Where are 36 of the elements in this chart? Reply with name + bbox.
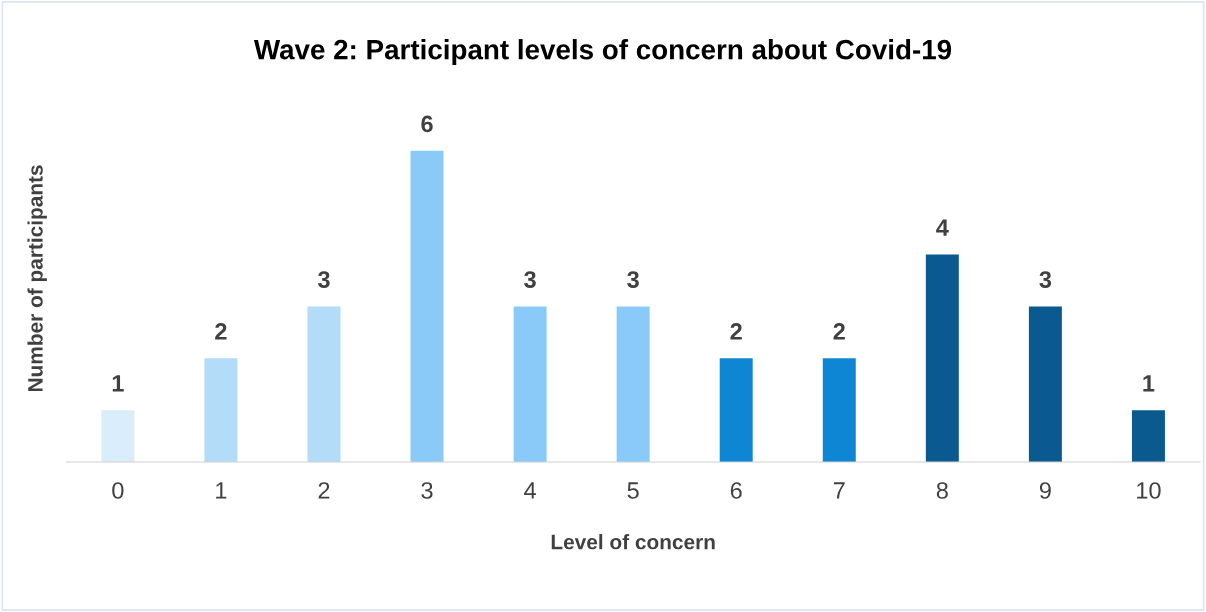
data-label: 2 xyxy=(730,323,742,340)
bar xyxy=(1028,306,1062,463)
x-tick-label: 1 xyxy=(216,482,227,499)
bar xyxy=(925,254,959,463)
bar xyxy=(513,306,547,463)
bar xyxy=(616,306,650,463)
data-label: 3 xyxy=(524,271,536,288)
bar xyxy=(101,410,135,463)
bar xyxy=(822,358,856,463)
y-axis-title: Number of participants xyxy=(27,165,47,392)
data-label: 1 xyxy=(1143,375,1155,392)
x-tick-label: 8 xyxy=(936,482,948,499)
x-tick-label: 2 xyxy=(318,482,330,499)
data-label: 4 xyxy=(936,219,949,236)
data-label: 6 xyxy=(421,115,433,133)
data-label: 3 xyxy=(627,271,639,288)
x-tick-label: 7 xyxy=(833,482,845,499)
bar xyxy=(719,358,753,463)
x-axis-title: Level of concern xyxy=(551,534,715,550)
data-label: 3 xyxy=(317,271,330,288)
data-label: 2 xyxy=(215,323,227,340)
x-tick-label: 0 xyxy=(112,482,124,499)
bar xyxy=(410,150,444,463)
x-tick-label: 9 xyxy=(1039,482,1051,499)
x-tick-label: 6 xyxy=(730,482,742,499)
x-tick-label: 4 xyxy=(524,482,536,499)
x-tick-label: 5 xyxy=(627,482,639,499)
data-label: 2 xyxy=(833,323,845,340)
bar xyxy=(204,358,238,463)
bar xyxy=(307,306,341,463)
bar xyxy=(1131,410,1165,463)
data-label: 1 xyxy=(112,375,124,392)
x-tick-label: 10 xyxy=(1137,482,1161,499)
chart-title: Wave 2: Participant levels of concern about Covid-19 xyxy=(253,39,952,65)
x-tick-label: 3 xyxy=(421,482,433,499)
data-label: 3 xyxy=(1039,271,1052,288)
